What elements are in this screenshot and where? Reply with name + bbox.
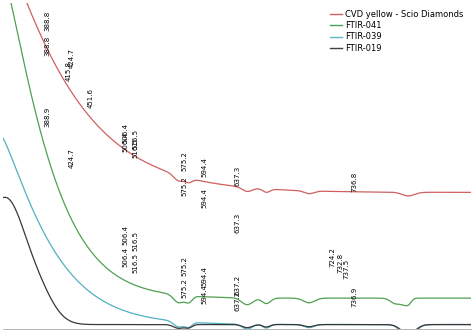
Text: 506.4: 506.4 — [122, 132, 128, 152]
Text: 737.5: 737.5 — [344, 259, 350, 280]
Text: 594.4: 594.4 — [201, 157, 207, 177]
Text: 637.2: 637.2 — [235, 290, 241, 310]
Text: 516.5: 516.5 — [132, 129, 138, 149]
Text: 388.8: 388.8 — [45, 11, 51, 31]
Text: 388.8: 388.8 — [45, 36, 51, 56]
Text: 736.8: 736.8 — [352, 172, 357, 193]
Text: 388.9: 388.9 — [45, 107, 51, 127]
Text: 575.2: 575.2 — [181, 176, 187, 196]
Legend: CVD yellow - Scio Diamonds, FTIR-041, FTIR-039, FTIR-019: CVD yellow - Scio Diamonds, FTIR-041, FT… — [326, 7, 467, 56]
Text: 516.5: 516.5 — [132, 253, 138, 273]
Text: 516.5: 516.5 — [132, 231, 138, 252]
Text: 506.4: 506.4 — [122, 225, 128, 245]
Text: 594.4: 594.4 — [201, 266, 207, 286]
Text: 424.7: 424.7 — [69, 48, 74, 68]
Text: 594.4: 594.4 — [201, 188, 207, 208]
Text: 575.2: 575.2 — [181, 257, 187, 276]
Text: 637.2: 637.2 — [235, 275, 241, 295]
Text: 736.9: 736.9 — [352, 287, 357, 307]
Text: 415.8: 415.8 — [65, 60, 72, 80]
Text: 506.4: 506.4 — [122, 247, 128, 267]
Text: 637.3: 637.3 — [235, 166, 241, 186]
Text: 724.2: 724.2 — [330, 247, 336, 267]
Text: 451.6: 451.6 — [88, 89, 93, 109]
Text: 424.7: 424.7 — [69, 148, 74, 168]
Text: 594.4: 594.4 — [201, 285, 207, 304]
Text: 732.8: 732.8 — [337, 253, 344, 273]
Text: 575.2: 575.2 — [181, 278, 187, 298]
Text: 506.4: 506.4 — [122, 123, 128, 143]
Text: 637.3: 637.3 — [235, 212, 241, 233]
Text: 575.2: 575.2 — [181, 151, 187, 171]
Text: 516.5: 516.5 — [132, 138, 138, 158]
